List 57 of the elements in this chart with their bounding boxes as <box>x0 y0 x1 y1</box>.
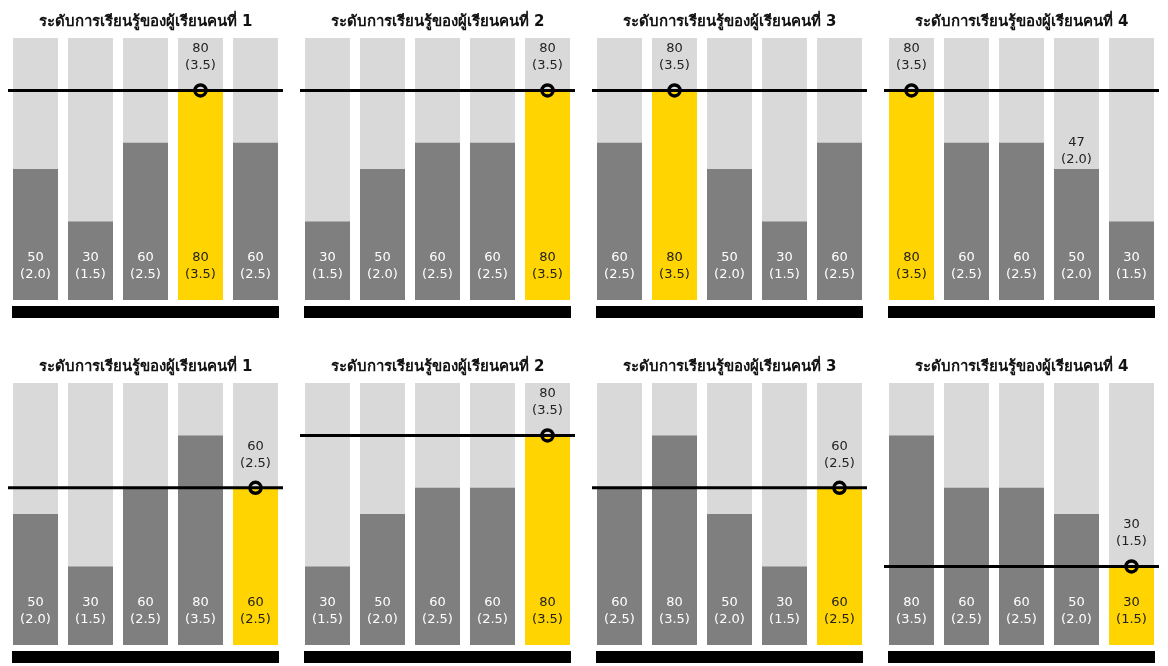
data-label: 60 (2.5) <box>951 249 982 281</box>
data-label: 60 (2.5) <box>240 594 271 626</box>
data-label: 60 (2.5) <box>604 249 635 281</box>
data-label: 60 (2.5) <box>422 249 453 281</box>
data-label: 50 (2.0) <box>714 249 745 281</box>
data-label: 30 (1.5) <box>312 249 343 281</box>
ref-line-label: 60 (2.5) <box>240 437 271 470</box>
data-label: 80 (3.5) <box>896 594 927 626</box>
data-label: 60 (2.5) <box>422 594 453 626</box>
ref-line-label: 80 (3.5) <box>532 385 563 418</box>
ref-line-label: 80 (3.5) <box>185 40 216 73</box>
data-label: 30 (1.5) <box>75 249 106 281</box>
chart-title: ระดับการเรียนรู้ของผู้เรียนคนที่ 2 <box>329 9 546 33</box>
data-label: 30 (1.5) <box>769 594 800 626</box>
data-label: 80 (3.5) <box>659 249 690 281</box>
data-label: 80 (3.5) <box>896 249 927 281</box>
data-label: 50 (2.0) <box>1061 594 1092 626</box>
data-label: 80 (3.5) <box>185 249 216 281</box>
data-label: 50 (2.0) <box>1061 249 1092 281</box>
ref-line-label: 80 (3.5) <box>659 40 690 73</box>
data-label: 60 (2.5) <box>604 594 635 626</box>
data-label: 80 (3.5) <box>185 594 216 626</box>
chart-title: ระดับการเรียนรู้ของผู้เรียนคนที่ 4 <box>913 354 1130 378</box>
data-label: 60 (2.5) <box>477 249 508 281</box>
data-label: 60 (2.5) <box>951 594 982 626</box>
chart-title: ระดับการเรียนรู้ของผู้เรียนคนที่ 3 <box>621 9 838 33</box>
data-label: 60 (2.5) <box>477 594 508 626</box>
data-label: 30 (1.5) <box>1116 594 1147 626</box>
chart-title: ระดับการเรียนรู้ของผู้เรียนคนที่ 1 <box>37 354 254 378</box>
data-label: 30 (1.5) <box>769 249 800 281</box>
chart-title: ระดับการเรียนรู้ของผู้เรียนคนที่ 3 <box>621 354 838 378</box>
data-label: 50 (2.0) <box>20 594 51 626</box>
ref-line-label: 80 (3.5) <box>896 40 927 73</box>
ref-line-label: 30 (1.5) <box>1116 516 1147 549</box>
data-label: 60 (2.5) <box>130 594 161 626</box>
data-label: 60 (2.5) <box>824 594 855 626</box>
chart-title: ระดับการเรียนรู้ของผู้เรียนคนที่ 4 <box>913 9 1130 33</box>
data-label: 80 (3.5) <box>532 249 563 281</box>
data-label: 80 (3.5) <box>532 594 563 626</box>
data-label: 50 (2.0) <box>367 249 398 281</box>
data-label: 50 (2.0) <box>20 249 51 281</box>
chart-title: ระดับการเรียนรู้ของผู้เรียนคนที่ 2 <box>329 354 546 378</box>
data-label: 60 (2.5) <box>1006 249 1037 281</box>
annotation: 47 (2.0) <box>1061 134 1092 166</box>
data-label: 60 (2.5) <box>1006 594 1037 626</box>
data-label: 30 (1.5) <box>75 594 106 626</box>
data-label: 80 (3.5) <box>659 594 690 626</box>
ref-line-label: 80 (3.5) <box>532 40 563 73</box>
ref-line-label: 60 (2.5) <box>824 437 855 470</box>
data-label: 50 (2.0) <box>714 594 745 626</box>
chart-title: ระดับการเรียนรู้ของผู้เรียนคนที่ 1 <box>37 9 254 33</box>
data-label: 60 (2.5) <box>824 249 855 281</box>
data-label: 60 (2.5) <box>240 249 271 281</box>
data-label: 60 (2.5) <box>130 249 161 281</box>
data-label: 30 (1.5) <box>312 594 343 626</box>
data-label: 30 (1.5) <box>1116 249 1147 281</box>
data-label: 50 (2.0) <box>367 594 398 626</box>
